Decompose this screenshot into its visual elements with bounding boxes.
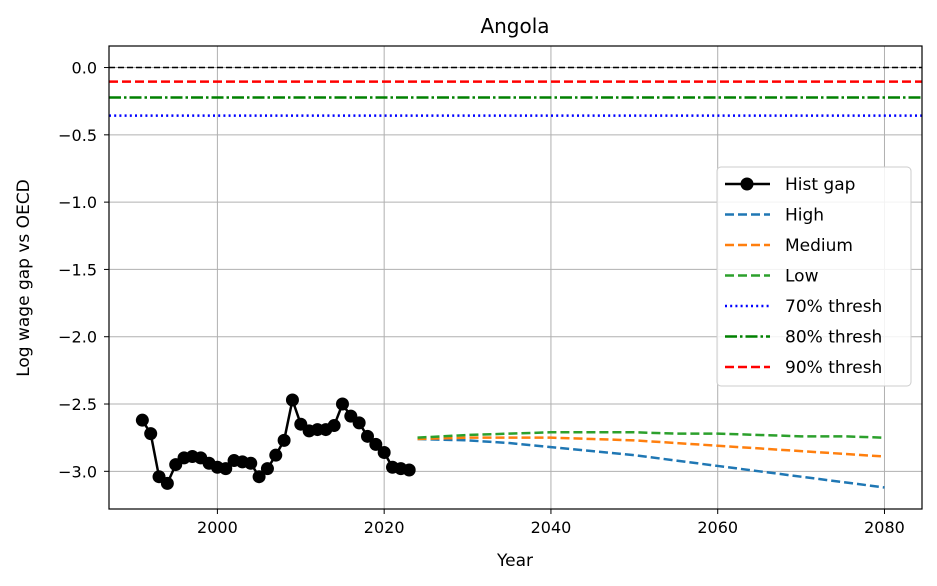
data-point — [377, 445, 391, 459]
y-tick-label: −2.0 — [58, 328, 97, 347]
x-tick-label: 2040 — [531, 518, 572, 537]
reference-lines — [109, 66, 922, 117]
series-line — [417, 436, 885, 458]
series-lines — [135, 393, 885, 490]
series-line — [417, 431, 885, 439]
legend-box — [716, 166, 912, 387]
data-point — [335, 397, 349, 411]
data-point — [402, 463, 416, 477]
axes — [104, 45, 923, 514]
data-point — [269, 448, 283, 462]
data-point — [369, 437, 383, 451]
x-axis-label: Year — [496, 551, 533, 571]
data-point — [252, 470, 266, 484]
data-point — [260, 462, 274, 476]
data-point — [285, 393, 299, 407]
legend-label: High — [785, 206, 824, 226]
y-tick-label: −1.5 — [58, 260, 97, 279]
legend-label: Low — [785, 267, 819, 287]
data-point — [160, 476, 174, 490]
x-tick-label: 2020 — [364, 518, 405, 537]
chart-title: Angola — [480, 14, 549, 38]
data-point — [135, 413, 149, 427]
legend-label: 70% thresh — [785, 297, 882, 317]
y-axis-label: Log wage gap vs OECD — [14, 179, 34, 377]
legend-label: 80% thresh — [785, 328, 882, 348]
series-line — [417, 437, 885, 489]
data-point — [352, 416, 366, 430]
data-point — [244, 456, 258, 470]
y-tick-label: 0.0 — [72, 59, 97, 78]
data-point — [327, 419, 341, 433]
legend: Hist gap High Medium Low 70% thresh 80% thres… — [716, 166, 912, 387]
plot-frame — [108, 45, 923, 510]
x-tick-label: 2060 — [697, 518, 738, 537]
x-tick-label: 2000 — [197, 518, 238, 537]
y-tick-label: −1.0 — [58, 193, 97, 212]
legend-label: Hist gap — [785, 175, 855, 195]
tick-labels: 2000 2020 2040 2060 2080 0.0 −0.5 −1.0 −1.5 −2.0 −… — [58, 59, 905, 537]
legend-label: Medium — [785, 236, 853, 256]
legend-label: 90% thresh — [785, 358, 882, 378]
data-point — [360, 429, 374, 443]
y-tick-label: −2.5 — [58, 395, 97, 414]
data-point — [144, 427, 158, 441]
legend-marker — [740, 177, 754, 191]
y-tick-label: −0.5 — [58, 126, 97, 145]
data-point — [219, 462, 233, 476]
y-tick-label: −3.0 — [58, 462, 97, 481]
x-tick-label: 2080 — [864, 518, 905, 537]
data-point — [277, 433, 291, 447]
